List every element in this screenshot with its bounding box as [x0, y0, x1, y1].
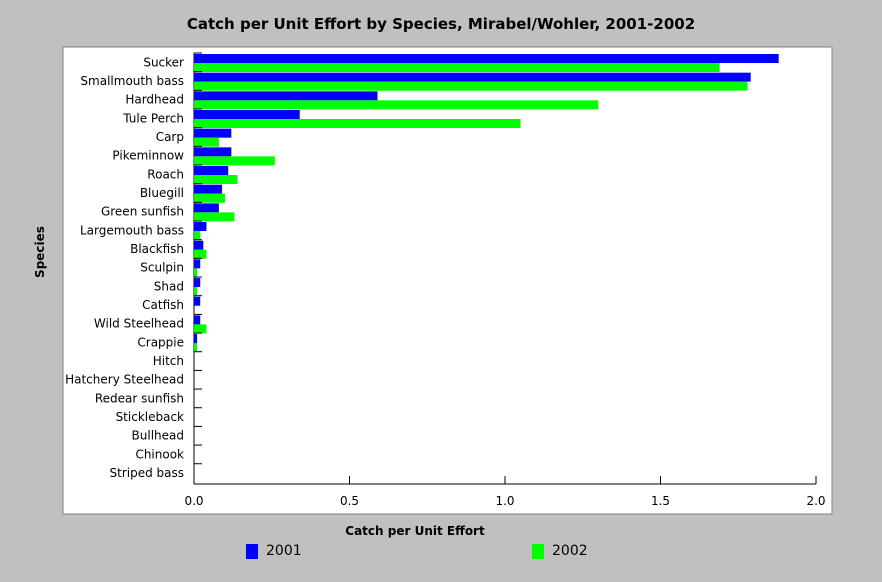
x-ticks-group: 0.0 0.5 1.0 1.5 2.0 [184, 476, 826, 508]
category-label: Hitch [153, 354, 184, 368]
bar-2001 [194, 315, 201, 325]
bar-2002 [194, 287, 198, 297]
category-label: Hatchery Steelhead [65, 373, 184, 387]
bar-2001 [194, 110, 300, 120]
bar-2001 [194, 54, 779, 63]
bar-2001 [194, 128, 232, 138]
x-tick-label: 1.0 [495, 494, 514, 508]
y-axis-label: Species [33, 226, 47, 278]
bar-2001 [194, 72, 751, 82]
category-label: Shad [154, 279, 184, 293]
bar-2002 [194, 212, 235, 222]
category-label: Largemouth bass [80, 223, 184, 237]
bars-group [194, 54, 779, 353]
category-label: Stickleback [116, 410, 184, 424]
bar-2002 [194, 324, 207, 334]
category-label: Chinook [135, 447, 184, 461]
category-label: Bullhead [132, 429, 184, 443]
bar-2001 [194, 222, 207, 232]
category-label: Striped bass [110, 466, 185, 480]
legend-label-2002: 2002 [552, 543, 588, 559]
x-tick-label: 2.0 [806, 494, 825, 508]
bar-2001 [194, 334, 198, 344]
plot-area [62, 46, 833, 515]
legend-item-2001: 2001 [246, 541, 302, 561]
legend-swatch-2001 [246, 543, 258, 559]
bar-2001 [194, 91, 378, 101]
bar-2002 [194, 268, 198, 278]
bar-2002 [194, 193, 226, 203]
category-label: Wild Steelhead [94, 317, 184, 331]
bar-2002 [194, 156, 275, 166]
bar-2001 [194, 278, 201, 288]
bar-2002 [194, 100, 599, 110]
category-label: Green sunfish [101, 205, 184, 219]
legend-item-2002: 2002 [532, 541, 588, 561]
category-label: Hardhead [125, 93, 184, 107]
category-label: Tule Perch [122, 111, 184, 125]
bar-2001 [194, 296, 201, 306]
bar-2002 [194, 343, 198, 353]
category-label: Catfish [142, 298, 184, 312]
category-label: Bluegill [140, 186, 184, 200]
category-label: Roach [147, 167, 184, 181]
category-label: Sculpin [140, 261, 184, 275]
category-labels-group: Sucker Smallmouth bass Hardhead Tule Perch C… [65, 52, 202, 480]
bar-2002 [194, 231, 201, 241]
bar-2002 [194, 119, 521, 129]
bar-2001 [194, 166, 229, 176]
category-label: Blackfish [130, 242, 184, 256]
category-label: Smallmouth bass [80, 74, 184, 88]
bar-2001 [194, 184, 222, 194]
x-tick-label: 1.5 [651, 494, 670, 508]
category-label: Pikeminnow [112, 149, 184, 163]
category-label: Crappie [137, 335, 184, 349]
bar-2002 [194, 81, 748, 91]
bar-2001 [194, 240, 204, 250]
bar-2002 [194, 63, 720, 72]
bar-2002 [194, 137, 219, 147]
x-tick-label: 0.0 [184, 494, 203, 508]
category-label: Carp [156, 130, 184, 144]
legend-swatch-2002 [532, 543, 544, 559]
bar-2001 [194, 203, 219, 213]
category-label: Redear sunfish [95, 391, 184, 405]
legend-label-2001: 2001 [266, 543, 302, 559]
bar-2002 [194, 249, 207, 259]
x-tick-label: 0.5 [340, 494, 359, 508]
chart-title: Catch per Unit Effort by Species, Mirabe… [186, 15, 696, 33]
category-label: Sucker [143, 55, 184, 69]
bar-2002 [194, 175, 238, 185]
bar-2001 [194, 259, 201, 269]
bar-2001 [194, 147, 232, 157]
x-axis-label: Catch per Unit Effort [345, 524, 485, 538]
